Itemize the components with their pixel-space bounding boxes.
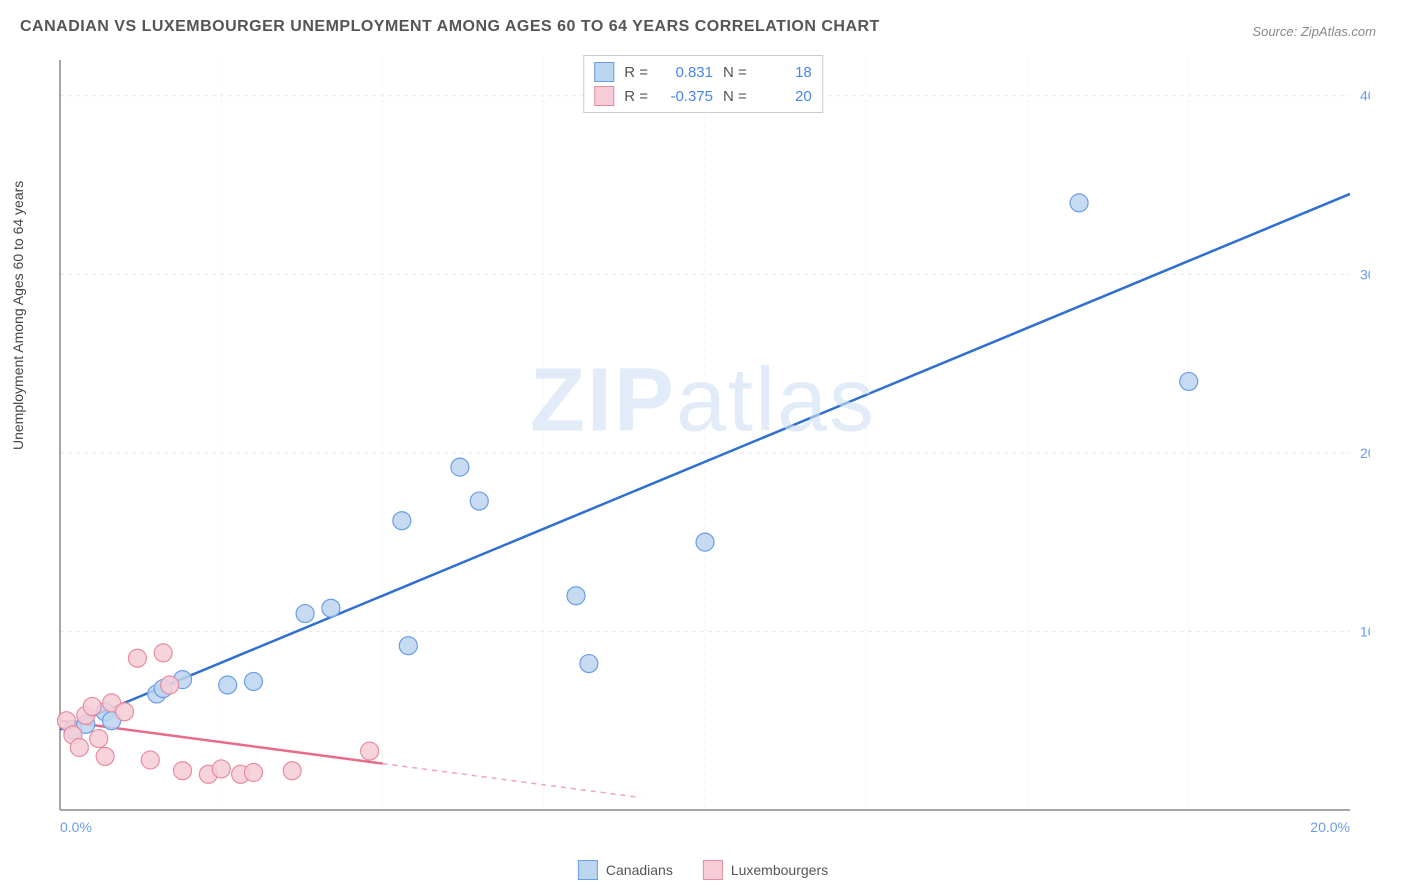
data-point	[212, 760, 230, 778]
data-point	[245, 672, 263, 690]
data-point	[83, 697, 101, 715]
legend-swatch	[578, 860, 598, 880]
data-point	[696, 533, 714, 551]
scatter-chart: 10.0% 20.0% 30.0% 40.0% 0.0% 20.0%	[50, 50, 1370, 840]
data-point	[96, 747, 114, 765]
data-point	[296, 605, 314, 623]
legend-swatch	[703, 860, 723, 880]
data-point	[470, 492, 488, 510]
source-attribution: Source: ZipAtlas.com	[1252, 24, 1376, 39]
data-point	[283, 762, 301, 780]
legend-item: Luxembourgers	[703, 860, 828, 880]
legend-label: Canadians	[606, 862, 673, 878]
correlation-row: R = 0.831 N = 18	[594, 60, 812, 84]
data-point	[174, 762, 192, 780]
data-point	[393, 512, 411, 530]
data-point	[580, 655, 598, 673]
data-point	[1070, 194, 1088, 212]
r-value: -0.375	[658, 88, 713, 105]
data-point	[161, 676, 179, 694]
series-swatch	[594, 86, 614, 106]
data-point	[70, 739, 88, 757]
n-value: 18	[757, 64, 812, 81]
data-point	[128, 649, 146, 667]
legend-item: Canadians	[578, 860, 673, 880]
data-point	[245, 764, 263, 782]
data-point	[141, 751, 159, 769]
y-tick-label: 40.0%	[1360, 88, 1370, 104]
x-tick-label: 20.0%	[1310, 819, 1350, 835]
data-point	[361, 742, 379, 760]
correlation-row: R = -0.375 N = 20	[594, 84, 812, 108]
r-label: R =	[624, 64, 648, 81]
data-point	[567, 587, 585, 605]
legend-label: Luxembourgers	[731, 862, 828, 878]
x-tick-label: 0.0%	[60, 819, 92, 835]
data-point	[154, 644, 172, 662]
y-tick-label: 20.0%	[1360, 445, 1370, 461]
r-label: R =	[624, 88, 648, 105]
series-swatch	[594, 62, 614, 82]
data-point	[451, 458, 469, 476]
data-point	[322, 599, 340, 617]
source-label: Source:	[1252, 24, 1297, 39]
n-value: 20	[757, 88, 812, 105]
n-label: N =	[723, 88, 747, 105]
chart-title: CANADIAN VS LUXEMBOURGER UNEMPLOYMENT AM…	[20, 18, 880, 36]
n-label: N =	[723, 64, 747, 81]
legend: Canadians Luxembourgers	[578, 860, 828, 880]
y-tick-label: 30.0%	[1360, 266, 1370, 282]
correlation-stats-box: R = 0.831 N = 18 R = -0.375 N = 20	[583, 55, 823, 113]
data-point	[90, 730, 108, 748]
r-value: 0.831	[658, 64, 713, 81]
data-point	[116, 703, 134, 721]
source-name: ZipAtlas.com	[1301, 24, 1376, 39]
data-point	[399, 637, 417, 655]
y-axis-label: Unemployment Among Ages 60 to 64 years	[10, 181, 26, 450]
trend-line-dashed	[383, 764, 641, 798]
y-tick-label: 10.0%	[1360, 623, 1370, 639]
data-point	[219, 676, 237, 694]
data-point	[1180, 372, 1198, 390]
